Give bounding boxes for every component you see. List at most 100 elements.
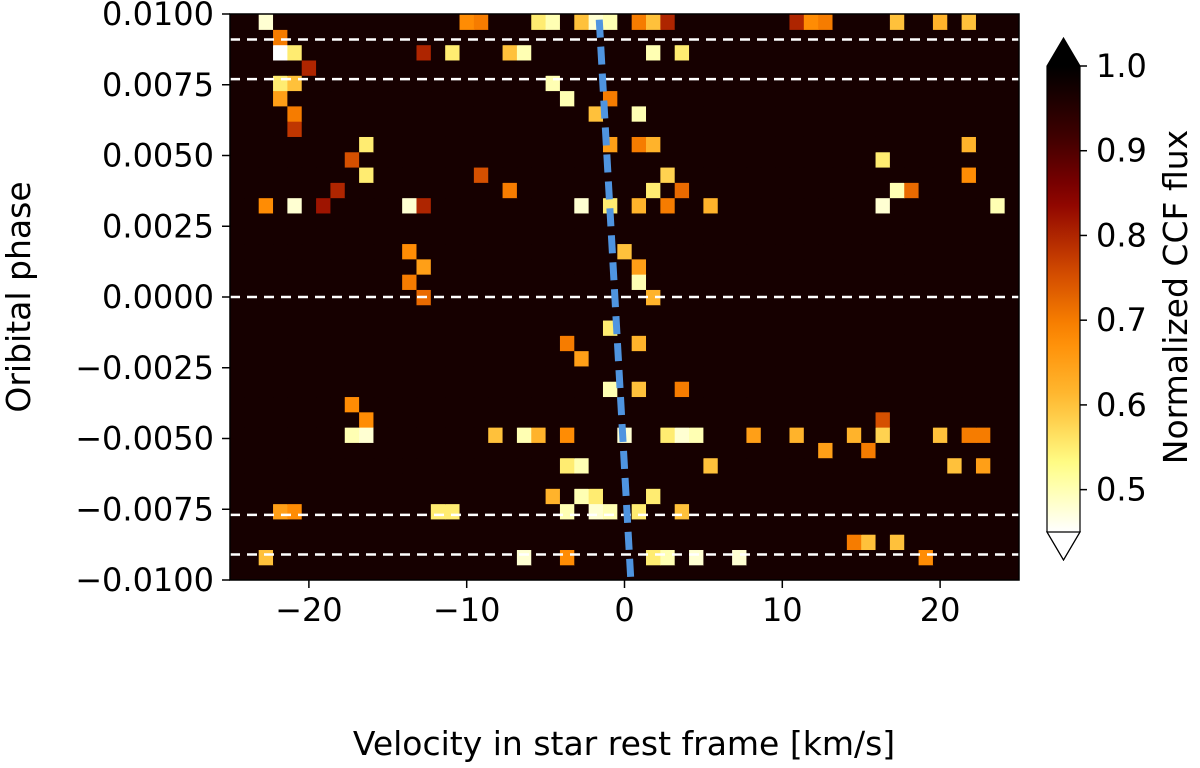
- heatmap-cell: [445, 564, 461, 580]
- heatmap-cell: [861, 105, 877, 122]
- heatmap-cell: [316, 304, 332, 321]
- heatmap-cell: [1004, 44, 1019, 61]
- heatmap-cell: [961, 442, 977, 459]
- heatmap-cell: [818, 212, 834, 229]
- heatmap-cell: [789, 197, 805, 214]
- heatmap-cell: [846, 289, 862, 306]
- heatmap-cell: [373, 136, 389, 153]
- heatmap-cell: [545, 59, 561, 76]
- heatmap-cell: [574, 274, 590, 290]
- heatmap-cell: [344, 105, 360, 122]
- heatmap-cell: [904, 228, 920, 245]
- heatmap-cell: [932, 549, 948, 566]
- heatmap-cell: [990, 549, 1006, 566]
- heatmap-cell: [1004, 243, 1019, 260]
- heatmap-cell: [846, 427, 862, 443]
- heatmap-cell: [746, 274, 762, 290]
- heatmap-cell: [775, 121, 791, 137]
- heatmap-cell: [689, 442, 704, 459]
- heatmap-cell: [445, 105, 461, 122]
- heatmap-cell: [674, 243, 690, 260]
- heatmap-cell: [975, 534, 991, 551]
- heatmap-cell: [273, 335, 288, 352]
- heatmap-cell: [961, 549, 977, 566]
- heatmap-cell: [330, 182, 346, 199]
- heatmap-cell: [373, 29, 389, 46]
- heatmap-cell: [990, 274, 1006, 290]
- heatmap-cell: [732, 59, 748, 76]
- x-tick-label: −10: [433, 591, 501, 629]
- heatmap-cell: [703, 304, 719, 321]
- heatmap-cell: [516, 503, 532, 520]
- heatmap-cell: [889, 166, 905, 183]
- heatmap-cell: [746, 457, 762, 474]
- heatmap-cell: [230, 304, 245, 321]
- heatmap-cell: [488, 136, 504, 153]
- heatmap-cell: [889, 212, 905, 229]
- heatmap-cell: [689, 411, 704, 428]
- heatmap-cell: [531, 503, 547, 520]
- heatmap-cell: [588, 151, 604, 168]
- heatmap-cell: [832, 350, 848, 367]
- heatmap-cell: [516, 350, 532, 367]
- heatmap-cell: [373, 90, 389, 107]
- heatmap-cell: [387, 564, 403, 580]
- heatmap-cell: [316, 396, 332, 413]
- heatmap-cell: [287, 14, 303, 30]
- heatmap-cell: [990, 228, 1006, 245]
- heatmap-cell: [402, 105, 418, 122]
- heatmap-cell: [359, 166, 375, 183]
- heatmap-cell: [732, 488, 748, 505]
- heatmap-cell: [717, 243, 733, 260]
- heatmap-cell: [416, 365, 432, 382]
- heatmap-cell: [301, 274, 317, 290]
- heatmap-cell: [459, 488, 475, 505]
- heatmap-cell: [402, 304, 418, 321]
- heatmap-cell: [1004, 350, 1019, 367]
- heatmap-cell: [516, 396, 532, 413]
- heatmap-cell: [932, 212, 948, 229]
- heatmap-cell: [273, 44, 288, 61]
- heatmap-cell: [775, 44, 791, 61]
- heatmap-cell: [803, 564, 819, 580]
- heatmap-cell: [531, 381, 547, 398]
- heatmap-cell: [459, 396, 475, 413]
- heatmap-cell: [316, 411, 332, 428]
- heatmap-cell: [602, 457, 618, 474]
- heatmap-cell: [387, 442, 403, 459]
- heatmap-cell: [803, 534, 819, 551]
- heatmap-cell: [258, 274, 274, 290]
- heatmap-cell: [646, 258, 661, 275]
- heatmap-cell: [488, 75, 504, 92]
- heatmap-cell: [287, 151, 303, 168]
- heatmap-cell: [373, 503, 389, 520]
- heatmap-cell: [301, 182, 317, 199]
- heatmap-cell: [932, 121, 948, 137]
- heatmap-cell: [387, 549, 403, 566]
- heatmap-cell: [875, 396, 891, 413]
- heatmap-cell: [617, 274, 633, 290]
- heatmap-cell: [488, 151, 504, 168]
- heatmap-cell: [273, 274, 288, 290]
- heatmap-cell: [904, 75, 920, 92]
- heatmap-cell: [932, 228, 948, 245]
- heatmap-cell: [631, 59, 647, 76]
- heatmap-cell: [732, 151, 748, 168]
- heatmap-cell: [273, 29, 288, 46]
- heatmap-cell: [258, 549, 274, 566]
- heatmap-cell: [875, 335, 891, 352]
- heatmap-cell: [545, 411, 561, 428]
- heatmap-cell: [516, 90, 532, 107]
- heatmap-cell: [918, 136, 934, 153]
- planet-track-line: [595, 19, 635, 580]
- heatmap-cell: [373, 488, 389, 505]
- heatmap-cell: [975, 350, 991, 367]
- heatmap-cell: [416, 166, 432, 183]
- heatmap-cell: [918, 396, 934, 413]
- heatmap-cell: [775, 212, 791, 229]
- heatmap-cell: [646, 319, 661, 336]
- heatmap-cell: [760, 136, 776, 153]
- heatmap-cell: [531, 442, 547, 459]
- heatmap-cell: [732, 549, 748, 566]
- heatmap-cell: [258, 182, 274, 199]
